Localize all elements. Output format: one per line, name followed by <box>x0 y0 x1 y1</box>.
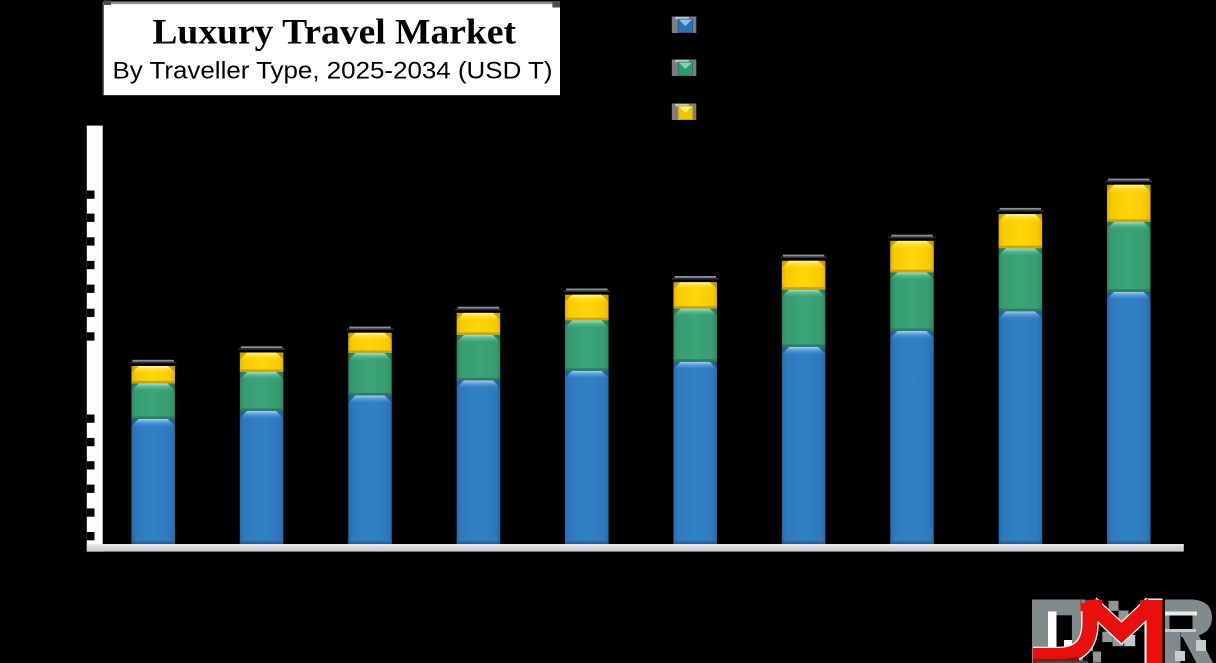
svg-text:By Traveller Type, 2025-2034 (: By Traveller Type, 2025-2034 (USD T) <box>113 58 553 85</box>
svg-text:Luxury Travel Market: Luxury Travel Market <box>152 11 516 51</box>
